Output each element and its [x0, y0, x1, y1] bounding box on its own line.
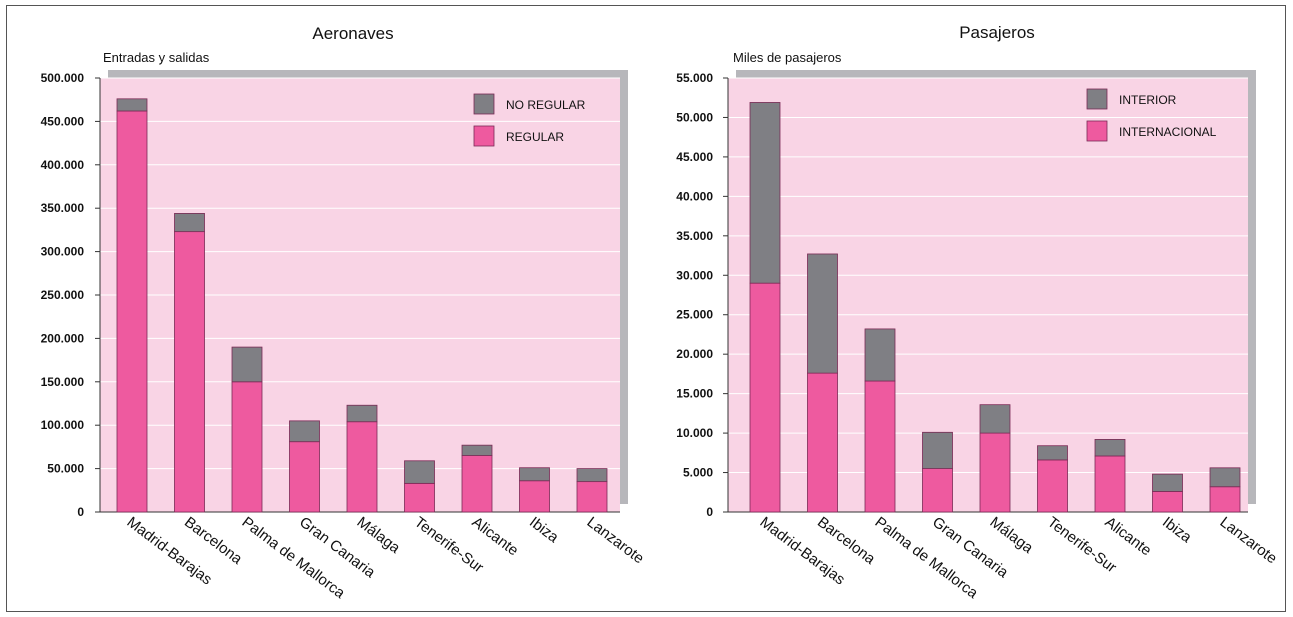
y-tick-label: 50.000 — [47, 462, 84, 476]
bar-ibiza-interior — [1152, 473, 1183, 492]
bar-malaga-internacional — [979, 432, 1011, 513]
bar-malaga-regular — [346, 421, 378, 513]
chart-pasajeros: Pasajeros Miles de pasajeros 0 5.000 10.000 1… — [676, 23, 1280, 602]
x-tick-label: Palma de Mallorca — [239, 514, 349, 603]
bar-barcelona-no-regular — [174, 213, 205, 233]
x-tick-label: Málaga — [987, 514, 1037, 558]
y-tick-label: 35.000 — [676, 229, 713, 243]
y-tick-label: 150.000 — [41, 375, 85, 389]
y-tick-label: 30.000 — [676, 268, 713, 282]
y-tick-label: 55.000 — [676, 71, 713, 85]
bar-lanzarote-no-regular — [576, 468, 608, 483]
bar-ibiza-internacional — [1152, 491, 1183, 513]
y-tick-label: 250.000 — [41, 288, 85, 302]
y-tick-label: 20.000 — [676, 347, 713, 361]
bar-barcelona-internacional — [807, 372, 838, 513]
bar-tenerife-sur-internacional — [1037, 459, 1068, 513]
y-tick-label: 0 — [706, 505, 713, 519]
bar-madrid-barajas-no-regular — [116, 98, 148, 112]
bar-malaga-no-regular — [346, 404, 378, 423]
legend-swatch-internacional — [1086, 120, 1108, 142]
y-tick-label: 500.000 — [41, 71, 85, 85]
x-tick-label: Alicante — [469, 514, 522, 560]
y-tick-label: 100.000 — [41, 418, 85, 432]
bar-alicante-no-regular — [461, 444, 493, 456]
y-tick-label: 5.000 — [683, 466, 713, 480]
x-tick-label: Alicante — [1102, 514, 1155, 560]
legend-swatch-interior — [1086, 88, 1108, 110]
bar-lanzarote-internacional — [1209, 486, 1241, 513]
bar-palma-de-mallorca-no-regular — [231, 346, 263, 383]
bar-alicante-regular — [461, 455, 493, 513]
y-tick-label: 200.000 — [41, 331, 85, 345]
bar-barcelona-interior — [807, 253, 838, 374]
y-tick-label: 50.000 — [676, 110, 713, 124]
legend-label-regular: REGULAR — [506, 130, 564, 144]
bar-gran-canaria-regular — [289, 441, 320, 513]
bar-gran-canaria-no-regular — [289, 420, 320, 443]
y-tick-label: 25.000 — [676, 308, 713, 322]
y-tick-label: 45.000 — [676, 150, 713, 164]
bar-madrid-barajas-internacional — [749, 282, 781, 513]
bar-ibiza-regular — [519, 480, 550, 513]
y-tick-label: 400.000 — [41, 158, 85, 172]
x-tick-label: Palma de Mallorca — [872, 514, 982, 603]
y-tick-label: 300.000 — [41, 245, 85, 259]
legend-label-no-regular: NO REGULAR — [506, 98, 586, 112]
bar-tenerife-sur-regular — [404, 482, 435, 513]
legend-label-interior: INTERIOR — [1119, 93, 1177, 107]
y-tick-label: 0 — [77, 505, 84, 519]
x-tick-label: Málaga — [354, 514, 404, 558]
bar-alicante-interior — [1094, 439, 1126, 457]
bar-barcelona-regular — [174, 231, 205, 513]
bar-gran-canaria-interior — [922, 431, 953, 470]
chart-title: Pasajeros — [959, 23, 1035, 42]
bar-palma-de-mallorca-interior — [864, 328, 896, 382]
bar-lanzarote-interior — [1209, 467, 1241, 488]
bar-palma-de-mallorca-internacional — [864, 380, 896, 513]
x-tick-label: Lanzarote — [584, 514, 648, 568]
bar-madrid-barajas-interior — [749, 102, 781, 284]
legend-swatch-no-regular — [473, 93, 495, 115]
bar-tenerife-sur-no-regular — [404, 460, 435, 484]
y-axis-label: Entradas y salidas — [103, 50, 210, 65]
legend-swatch-regular — [473, 125, 495, 147]
y-tick-label: 10.000 — [676, 426, 713, 440]
bar-tenerife-sur-interior — [1037, 445, 1068, 461]
chart-aeronaves: Aeronaves Entradas y salidas 0 50.000 100.00… — [41, 24, 647, 602]
chart-title: Aeronaves — [312, 24, 393, 43]
bar-lanzarote-regular — [576, 481, 608, 513]
y-axis-label: Miles de pasajeros — [733, 50, 842, 65]
bar-gran-canaria-internacional — [922, 468, 953, 513]
x-tick-label: Lanzarote — [1217, 514, 1281, 568]
legend-label-internacional: INTERNACIONAL — [1119, 125, 1217, 139]
bar-malaga-interior — [979, 404, 1011, 434]
y-tick-label: 40.000 — [676, 189, 713, 203]
bar-ibiza-no-regular — [519, 467, 550, 482]
y-tick-label: 15.000 — [676, 387, 713, 401]
bar-alicante-internacional — [1094, 455, 1126, 513]
y-tick-label: 450.000 — [41, 114, 85, 128]
y-tick-label: 350.000 — [41, 201, 85, 215]
x-tick-label: Ibiza — [1159, 514, 1195, 547]
x-tick-label: Ibiza — [526, 514, 562, 547]
bar-palma-de-mallorca-regular — [231, 381, 263, 513]
bar-madrid-barajas-regular — [116, 110, 148, 513]
